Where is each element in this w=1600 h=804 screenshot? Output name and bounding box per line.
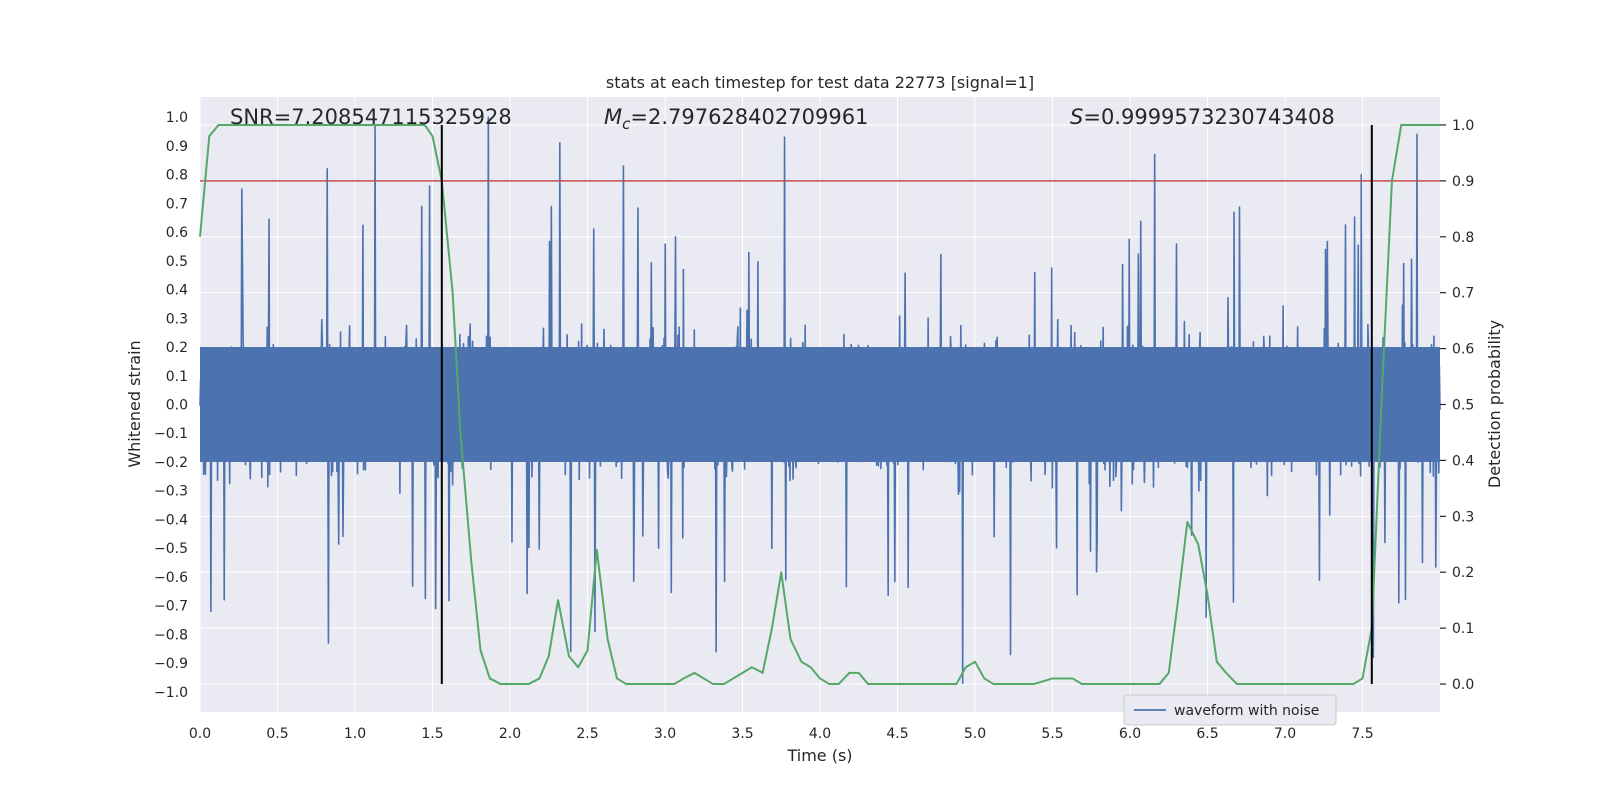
x-tick-label: 7.5 bbox=[1351, 726, 1373, 742]
y-right-tick-label: 0.3 bbox=[1452, 509, 1474, 525]
chart-title: stats at each timestep for test data 227… bbox=[606, 73, 1034, 92]
y-left-tick-label: 0.3 bbox=[166, 311, 188, 327]
x-tick-label: 1.0 bbox=[344, 726, 366, 742]
y-left-tick-label: 0.9 bbox=[166, 139, 188, 155]
s-value: =0.9999573230743408 bbox=[1083, 105, 1334, 129]
chirp-mass-subscript: c bbox=[622, 115, 631, 133]
chirp-mass-annotation: Mc=2.797628402709961 bbox=[604, 105, 868, 133]
x-tick-label: 2.5 bbox=[576, 726, 598, 742]
x-axis-ticks: 0.0 0.5 1.0 1.5 2.0 2.5 3.0 3.5 4.0 4.5 5.0 5.5 6.0 6… bbox=[189, 726, 1374, 742]
y-left-tick-label: 0.7 bbox=[166, 196, 188, 212]
y-left-tick-label: 0.5 bbox=[166, 254, 188, 270]
y-left-tick-label: −1.0 bbox=[154, 685, 188, 701]
y-left-tick-label: 0.1 bbox=[166, 369, 188, 385]
y-left-tick-label: 1.0 bbox=[166, 110, 188, 126]
chirp-mass-value: =2.797628402709961 bbox=[630, 105, 868, 129]
y-right-tick-label: 0.2 bbox=[1452, 565, 1474, 581]
x-tick-label: 2.0 bbox=[499, 726, 521, 742]
s-symbol: S bbox=[1070, 105, 1083, 129]
y-left-tick-label: 0.0 bbox=[166, 398, 188, 414]
y-left-tick-label: −0.9 bbox=[154, 656, 188, 672]
x-tick-label: 5.0 bbox=[964, 726, 986, 742]
x-tick-label: 3.5 bbox=[731, 726, 753, 742]
legend: waveform with noise bbox=[1123, 694, 1337, 726]
x-tick-label: 6.5 bbox=[1196, 726, 1218, 742]
y-left-tick-label: −0.2 bbox=[154, 455, 188, 471]
y-right-tick-label: 0.0 bbox=[1452, 677, 1474, 693]
y-right-tick-label: 0.1 bbox=[1452, 621, 1474, 637]
y-right-tick-label: 0.9 bbox=[1452, 174, 1474, 190]
probability-series bbox=[199, 123, 1440, 686]
y-left-tick-label: −0.1 bbox=[154, 426, 188, 442]
y-left-tick-label: −0.8 bbox=[154, 627, 188, 643]
y-right-tick-label: 0.6 bbox=[1452, 342, 1474, 358]
x-tick-label: 7.0 bbox=[1274, 726, 1296, 742]
snr-annotation: SNR=7.208547115325928 bbox=[230, 105, 512, 129]
y-right-axis-label: Detection probability bbox=[1485, 320, 1504, 488]
y-left-tick-label: −0.4 bbox=[154, 512, 188, 528]
y-left-tick-label: −0.7 bbox=[154, 599, 188, 615]
s-annotation: S=0.9999573230743408 bbox=[1070, 105, 1335, 129]
y-right-tick-label: 0.4 bbox=[1452, 453, 1474, 469]
x-tick-label: 4.5 bbox=[886, 726, 908, 742]
waveform-dense-band bbox=[200, 347, 1440, 462]
x-tick-label: 5.5 bbox=[1041, 726, 1063, 742]
legend-label: waveform with noise bbox=[1174, 703, 1319, 719]
probability-line bbox=[199, 123, 1440, 686]
marker-lines bbox=[440, 124, 1373, 685]
chirp-mass-symbol: M bbox=[604, 105, 622, 129]
legend-box bbox=[1123, 694, 1337, 726]
y-left-axis-label: Whitened strain bbox=[125, 340, 144, 467]
y-left-tick-label: 0.4 bbox=[166, 283, 188, 299]
x-tick-label: 1.5 bbox=[421, 726, 443, 742]
y-left-tick-label: −0.3 bbox=[154, 484, 188, 500]
y-right-tick-label: 0.8 bbox=[1452, 230, 1474, 246]
waveform-series bbox=[199, 116, 1441, 685]
x-tick-label: 0.5 bbox=[266, 726, 288, 742]
y-right-tick-label: 0.7 bbox=[1452, 286, 1474, 302]
x-tick-label: 0.0 bbox=[189, 726, 211, 742]
y-left-axis-ticks: 1.0 0.9 0.8 0.7 0.6 0.5 0.4 0.3 0.2 0.1 0.0 −0.1 −0.… bbox=[154, 110, 188, 701]
x-axis-label: Time (s) bbox=[786, 746, 852, 765]
y-right-axis-ticks: 1.0 0.9 0.8 0.7 0.6 0.5 0.4 0.3 0.2 0.1 0.0 bbox=[1440, 118, 1474, 693]
y-right-tick-label: 1.0 bbox=[1452, 118, 1474, 134]
x-tick-label: 3.0 bbox=[654, 726, 676, 742]
y-left-tick-label: −0.5 bbox=[154, 541, 188, 557]
y-right-tick-label: 0.5 bbox=[1452, 398, 1474, 414]
y-left-tick-label: 0.2 bbox=[166, 340, 188, 356]
y-left-tick-label: −0.6 bbox=[154, 570, 188, 586]
x-tick-label: 6.0 bbox=[1119, 726, 1141, 742]
y-left-tick-label: 0.8 bbox=[166, 168, 188, 184]
y-left-tick-label: 0.6 bbox=[166, 225, 188, 241]
x-tick-label: 4.0 bbox=[809, 726, 831, 742]
